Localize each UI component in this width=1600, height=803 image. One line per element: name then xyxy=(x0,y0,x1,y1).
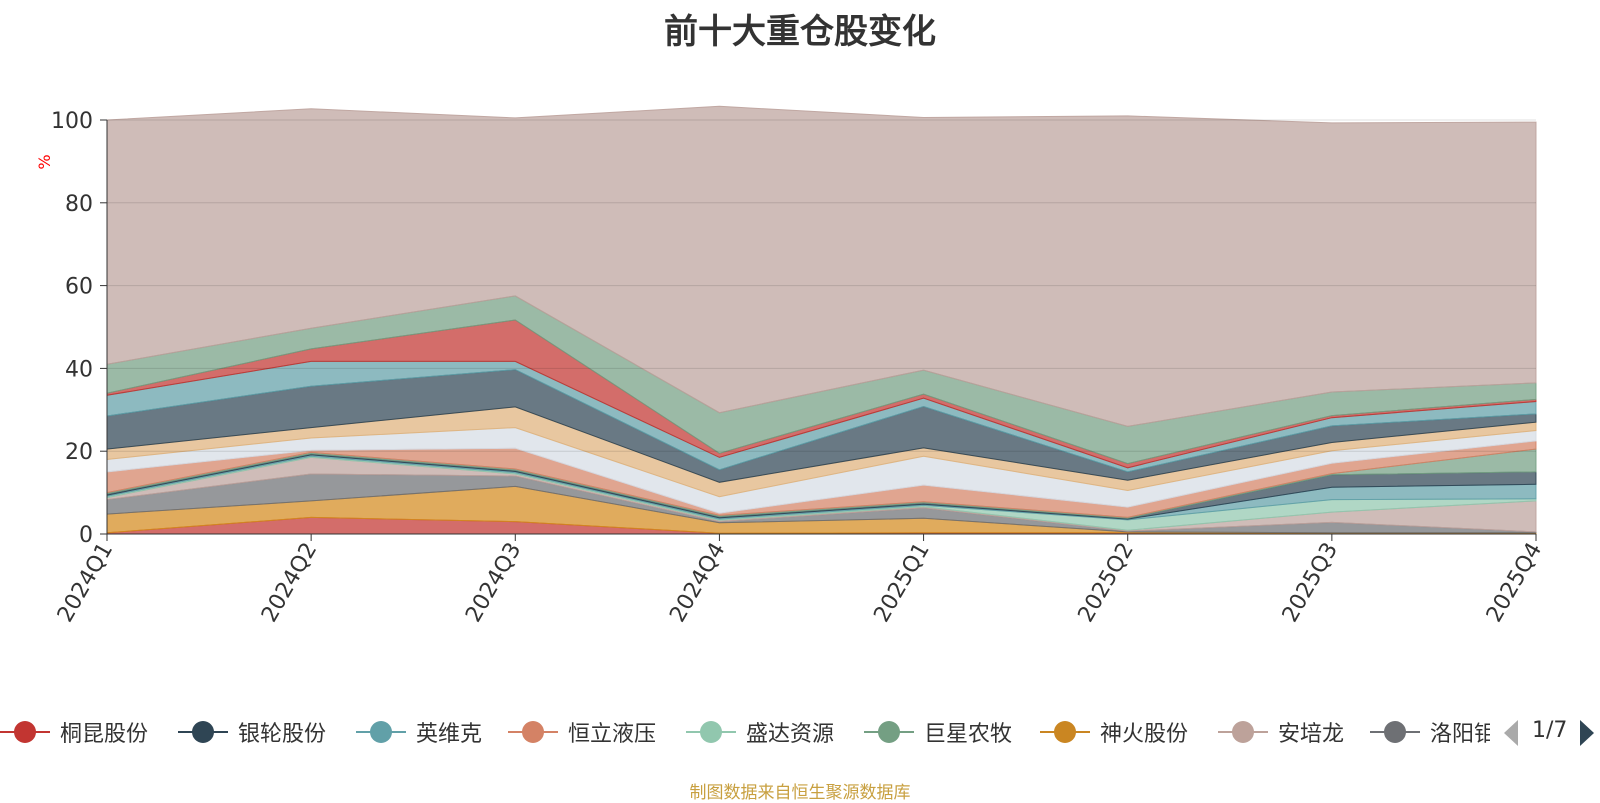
legend-marker-icon xyxy=(686,721,736,743)
legend-item[interactable]: 桐昆股份 xyxy=(0,712,148,752)
x-tick-label-5: 2025Q2 xyxy=(1074,539,1139,627)
legend-marker-icon xyxy=(356,721,406,743)
legend-marker-icon xyxy=(1370,721,1420,743)
data-source-note: 制图数据来自恒生聚源数据库 xyxy=(689,783,911,803)
legend-page-indicator: 1/7 xyxy=(1532,718,1568,743)
legend-marker-icon xyxy=(0,721,50,743)
y-tick-label-2: 40 xyxy=(65,357,93,382)
legend-item[interactable]: 洛阳钼业 xyxy=(1370,712,1490,752)
legend-item[interactable]: 恒立液压 xyxy=(508,712,656,752)
stacked-area-chart: 0 20 40 60 80 100% 2024Q1 2024Q2 2024Q3 2024Q4 202… xyxy=(35,105,1547,627)
x-tick-label-1: 2024Q2 xyxy=(257,539,322,627)
x-tick-label-3: 2024Q4 xyxy=(665,539,730,627)
legend-marker-icon xyxy=(178,721,228,743)
y-tick-label-1: 20 xyxy=(65,440,93,465)
legend-next-page-icon[interactable] xyxy=(1576,718,1598,748)
legend-item-label: 盛达资源 xyxy=(746,722,835,747)
area-series-15 xyxy=(106,105,1537,427)
legend-item-label: 神火股份 xyxy=(1100,722,1189,747)
legend-marker-icon xyxy=(508,721,558,743)
legend-item-label: 桐昆股份 xyxy=(60,722,149,747)
y-tick-label-0: 0 xyxy=(79,523,93,548)
x-tick-label-7: 2025Q4 xyxy=(1482,539,1547,627)
legend-item-label: 英维克 xyxy=(416,722,483,747)
legend-item[interactable]: 神火股份 xyxy=(1040,712,1188,752)
x-tick-label-6: 2025Q3 xyxy=(1278,539,1343,627)
y-axis-label: % xyxy=(35,154,54,169)
legend-marker-icon xyxy=(864,721,914,743)
legend-item[interactable]: 盛达资源 xyxy=(686,712,834,752)
x-tick-label-0: 2024Q1 xyxy=(53,539,118,627)
legend-item-label: 银轮股份 xyxy=(238,722,327,747)
legend-item-label: 恒立液压 xyxy=(568,722,657,747)
y-tick-label-4: 80 xyxy=(65,192,93,217)
y-tick-label-5: 100 xyxy=(51,109,93,134)
legend-item[interactable]: 银轮股份 xyxy=(178,712,326,752)
legend-marker-icon xyxy=(1040,721,1090,743)
legend: 桐昆股份 银轮股份 英维克 恒立液压 盛达资源 巨星农牧 神火股份 安培龙 洛阳钼业 xyxy=(0,712,1490,752)
x-tick-label-4: 2025Q1 xyxy=(869,539,934,627)
legend-item-label: 安培龙 xyxy=(1278,722,1345,747)
legend-pager: 1/7 xyxy=(1496,716,1600,750)
legend-item[interactable]: 英维克 xyxy=(356,712,482,752)
legend-marker-icon xyxy=(1218,721,1268,743)
legend-item[interactable]: 巨星农牧 xyxy=(864,712,1012,752)
x-tick-label-2: 2024Q3 xyxy=(461,539,526,627)
chart-title: 前十大重仓股变化 xyxy=(664,12,936,52)
y-tick-label-3: 60 xyxy=(65,275,93,300)
legend-item-label: 巨星农牧 xyxy=(924,722,1013,747)
legend-item-label: 洛阳钼业 xyxy=(1430,722,1490,747)
legend-prev-page-icon[interactable] xyxy=(1500,718,1522,748)
legend-item[interactable]: 安培龙 xyxy=(1218,712,1344,752)
